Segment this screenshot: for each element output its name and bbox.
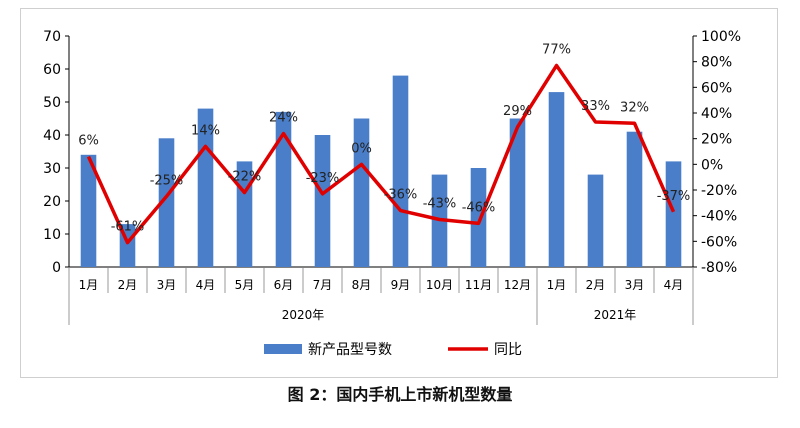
bar-9 <box>392 75 409 267</box>
bar-1 <box>80 154 97 267</box>
yoy-label-13: 77% <box>542 43 571 58</box>
right-tick-label: 80% <box>701 55 732 71</box>
bar-11 <box>470 168 487 267</box>
category-label-8: 8月 <box>352 278 372 292</box>
right-tick-label: -60% <box>701 234 737 250</box>
figure-caption: 图 2：国内手机上市新机型数量 <box>287 385 513 404</box>
combo-chart: 6% -61% -25% 14% -22% 24% -23% 0% -36% -43% -46% 29… <box>43 29 741 358</box>
bar-12 <box>509 118 526 267</box>
yoy-label-3: -25% <box>150 173 184 188</box>
bar-8 <box>353 118 370 267</box>
legend-bar-label: 新产品型号数 <box>308 342 392 358</box>
yoy-label-5: -22% <box>228 170 262 185</box>
yoy-label-16: -37% <box>657 189 691 204</box>
bar-15 <box>626 131 643 267</box>
category-label-5: 5月 <box>235 278 255 292</box>
yoy-label-15: 32% <box>620 100 649 115</box>
year-label: 2021年 <box>594 308 637 322</box>
right-tick-label: 0% <box>701 157 723 173</box>
yoy-label-2: -61% <box>111 220 145 235</box>
right-tick-label: 100% <box>701 29 741 45</box>
category-label-1: 1月 <box>79 278 99 292</box>
right-tick-label: -80% <box>701 260 737 276</box>
yoy-label-1: 6% <box>78 134 99 149</box>
left-tick-label: 60 <box>43 62 61 78</box>
category-label-10: 10月 <box>426 278 453 292</box>
legend-bar-swatch <box>264 344 302 354</box>
bar-7 <box>314 135 331 267</box>
category-label-15: 3月 <box>625 278 645 292</box>
category-label-13: 1月 <box>547 278 567 292</box>
yoy-label-10: -43% <box>423 197 457 212</box>
left-tick-label: 70 <box>43 29 61 45</box>
right-tick-label: 20% <box>701 132 732 148</box>
yoy-label-11: -46% <box>462 200 496 215</box>
bar-14 <box>587 174 604 267</box>
yoy-label-7: -23% <box>306 171 340 186</box>
bar-3 <box>158 138 175 267</box>
yoy-label-4: 14% <box>191 123 220 138</box>
category-label-16: 4月 <box>664 278 684 292</box>
legend-line-label: 同比 <box>494 342 522 358</box>
yoy-label-12: 29% <box>503 104 532 119</box>
yoy-label-6: 24% <box>269 111 298 126</box>
left-tick-label: 20 <box>43 194 61 210</box>
left-tick-label: 0 <box>52 260 61 276</box>
bar-6 <box>275 111 292 268</box>
right-tick-label: -20% <box>701 183 737 199</box>
category-label-12: 12月 <box>504 278 531 292</box>
category-label-4: 4月 <box>196 278 216 292</box>
category-label-6: 6月 <box>274 278 294 292</box>
category-label-11: 11月 <box>465 278 492 292</box>
yoy-label-14: 33% <box>581 99 610 114</box>
right-tick-label: -40% <box>701 209 737 225</box>
right-tick-label: 60% <box>701 80 732 96</box>
yoy-label-8: 0% <box>351 141 372 156</box>
left-tick-label: 50 <box>43 95 61 111</box>
category-label-14: 2月 <box>586 278 606 292</box>
category-label-3: 3月 <box>157 278 177 292</box>
chart-container: 6% -61% -25% 14% -22% 24% -23% 0% -36% -43% -46% 29… <box>20 8 778 378</box>
bar-16 <box>665 161 682 267</box>
left-tick-label: 30 <box>43 161 61 177</box>
bar-4 <box>197 108 214 267</box>
yoy-line <box>86 63 676 245</box>
left-tick-label: 40 <box>43 128 61 144</box>
yoy-label-9: -36% <box>384 188 418 203</box>
category-label-9: 9月 <box>391 278 411 292</box>
year-label: 2020年 <box>282 308 325 322</box>
bar-13 <box>548 92 565 267</box>
category-label-7: 7月 <box>313 278 333 292</box>
right-tick-label: 40% <box>701 106 732 122</box>
category-label-2: 2月 <box>118 278 138 292</box>
left-tick-label: 10 <box>43 227 61 243</box>
